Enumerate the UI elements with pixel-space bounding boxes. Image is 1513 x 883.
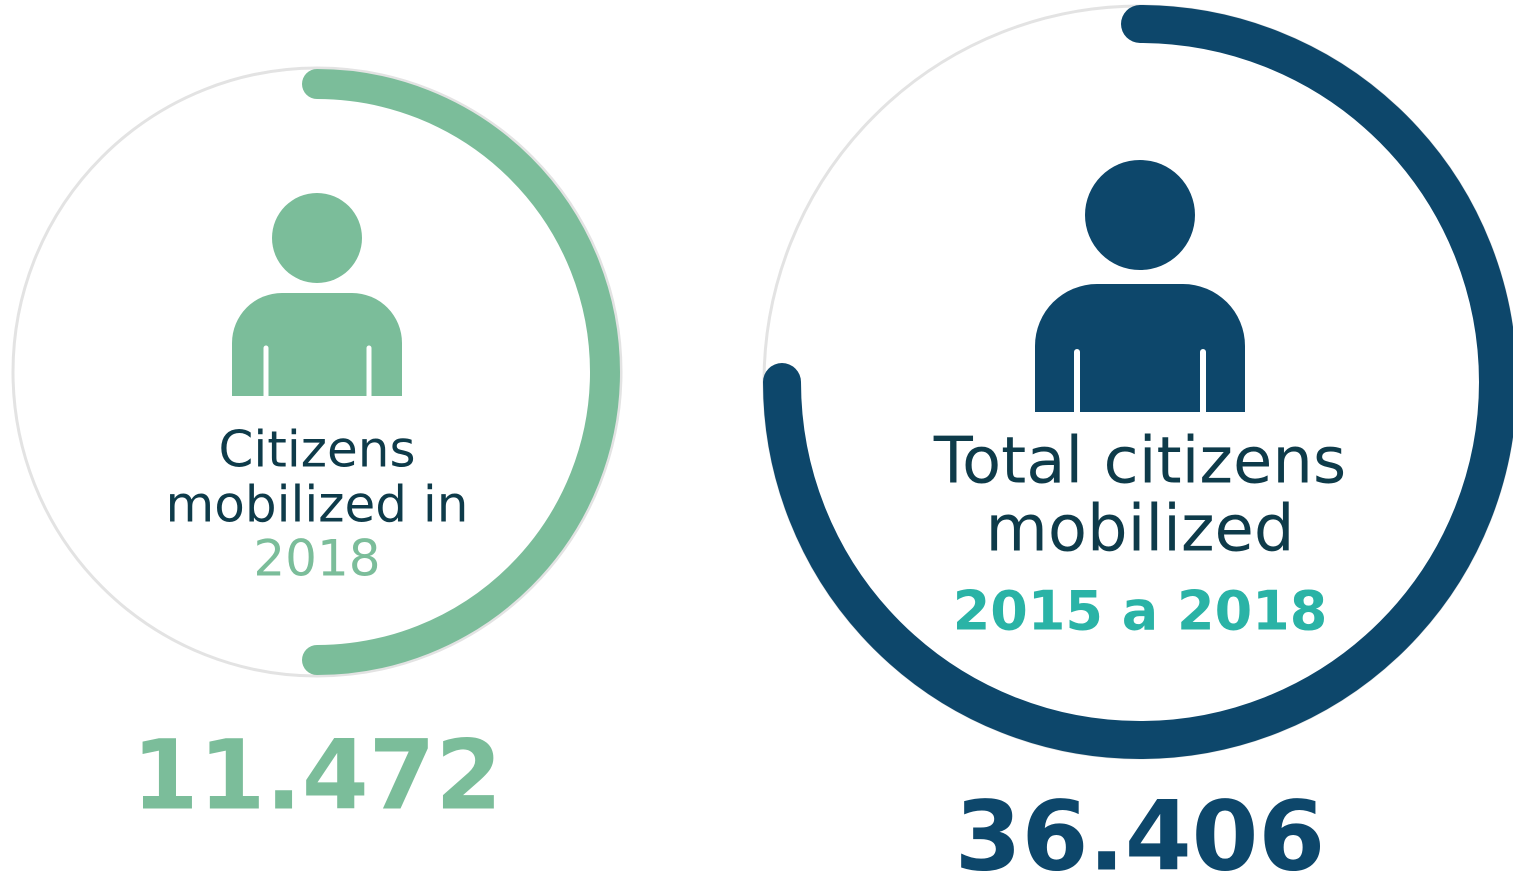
title-line: Total citizens xyxy=(933,425,1347,499)
title-line: mobilized xyxy=(985,493,1294,567)
person-icon xyxy=(1035,160,1245,415)
total-value: 11.472 xyxy=(132,719,502,831)
title-line: mobilized in xyxy=(166,476,469,534)
card-2018: Citizens mobilized in 2018 11.472 xyxy=(11,66,623,831)
ring-progress xyxy=(302,69,620,675)
period: 2018 xyxy=(253,530,380,588)
person-icon xyxy=(232,193,402,399)
title-line: Citizens xyxy=(218,421,415,479)
total-value: 36.406 xyxy=(955,780,1325,883)
ring-track xyxy=(11,66,623,678)
ring-progress xyxy=(763,5,1513,759)
card-total: Total citizens mobilized 2015 a 2018 36.… xyxy=(762,4,1513,883)
period: 2015 a 2018 xyxy=(953,580,1328,643)
